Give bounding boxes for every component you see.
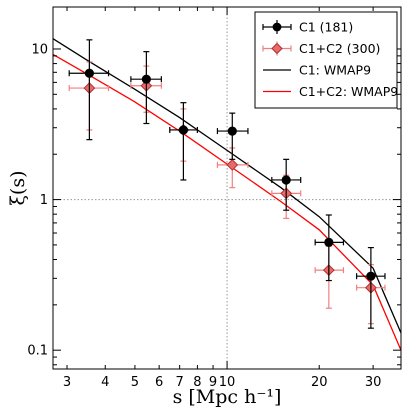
circle-marker bbox=[178, 125, 188, 135]
legend-label: C1 (181) bbox=[299, 20, 353, 35]
legend-label: C1+C2 (300) bbox=[299, 41, 380, 56]
y-tick-label: 1 bbox=[40, 193, 48, 208]
legend-entry: C1 (181) bbox=[262, 20, 353, 35]
data-point-c1 bbox=[68, 39, 110, 141]
x-tick-label: 8 bbox=[193, 375, 201, 390]
data-point-c1 bbox=[216, 112, 249, 160]
data-points bbox=[68, 39, 386, 329]
legend-circle-marker bbox=[272, 22, 282, 32]
x-tick-label: 20 bbox=[311, 375, 328, 390]
curve-c1-wmap9 bbox=[52, 38, 402, 334]
y-tick-label: 10 bbox=[31, 42, 48, 57]
y-tick-label: 0.1 bbox=[27, 344, 48, 359]
legend-entry: C1: WMAP9 bbox=[263, 63, 371, 78]
circle-marker bbox=[324, 237, 334, 247]
circle-marker bbox=[227, 126, 237, 136]
legend-entry: C1+C2 (300) bbox=[262, 41, 380, 56]
data-point-c1 bbox=[130, 51, 162, 125]
data-point-c1-c2 bbox=[216, 147, 249, 189]
data-point-c1 bbox=[356, 246, 386, 329]
x-tick-label: 3 bbox=[63, 375, 71, 390]
legend-diamond-marker bbox=[271, 42, 283, 55]
data-point-c1 bbox=[169, 102, 199, 181]
circle-marker bbox=[141, 74, 151, 84]
curve-c1-c2-wmap9 bbox=[52, 53, 402, 351]
grid-lines bbox=[53, 7, 401, 369]
circle-marker bbox=[281, 175, 291, 185]
circle-marker bbox=[84, 68, 94, 78]
x-axis-title: s [Mpc h⁻¹] bbox=[173, 386, 282, 408]
legend-label: C1+C2: WMAP9 bbox=[299, 84, 398, 99]
model-curves bbox=[52, 38, 402, 351]
plot-frame bbox=[52, 6, 402, 370]
data-point-c1 bbox=[314, 214, 345, 282]
x-tick-label: 5 bbox=[131, 375, 139, 390]
x-tick-label: 10 bbox=[219, 375, 236, 390]
legend-label: C1: WMAP9 bbox=[299, 63, 371, 78]
x-tick-label: 6 bbox=[155, 375, 163, 390]
data-point-c1 bbox=[271, 158, 302, 211]
x-tick-label: 30 bbox=[365, 375, 382, 390]
legend-entry: C1+C2: WMAP9 bbox=[263, 84, 398, 99]
diamond-marker bbox=[226, 158, 239, 171]
legend: C1 (181) C1+C2 (300) C1: WMAP9 C1+C2: WMAP9 bbox=[254, 11, 398, 109]
x-tick-label: 4 bbox=[101, 375, 109, 390]
circle-marker bbox=[366, 271, 376, 281]
x-tick-label: 7 bbox=[176, 375, 184, 390]
y-axis-title: ξ(s) bbox=[7, 170, 29, 205]
x-tick-label: 9 bbox=[209, 375, 217, 390]
